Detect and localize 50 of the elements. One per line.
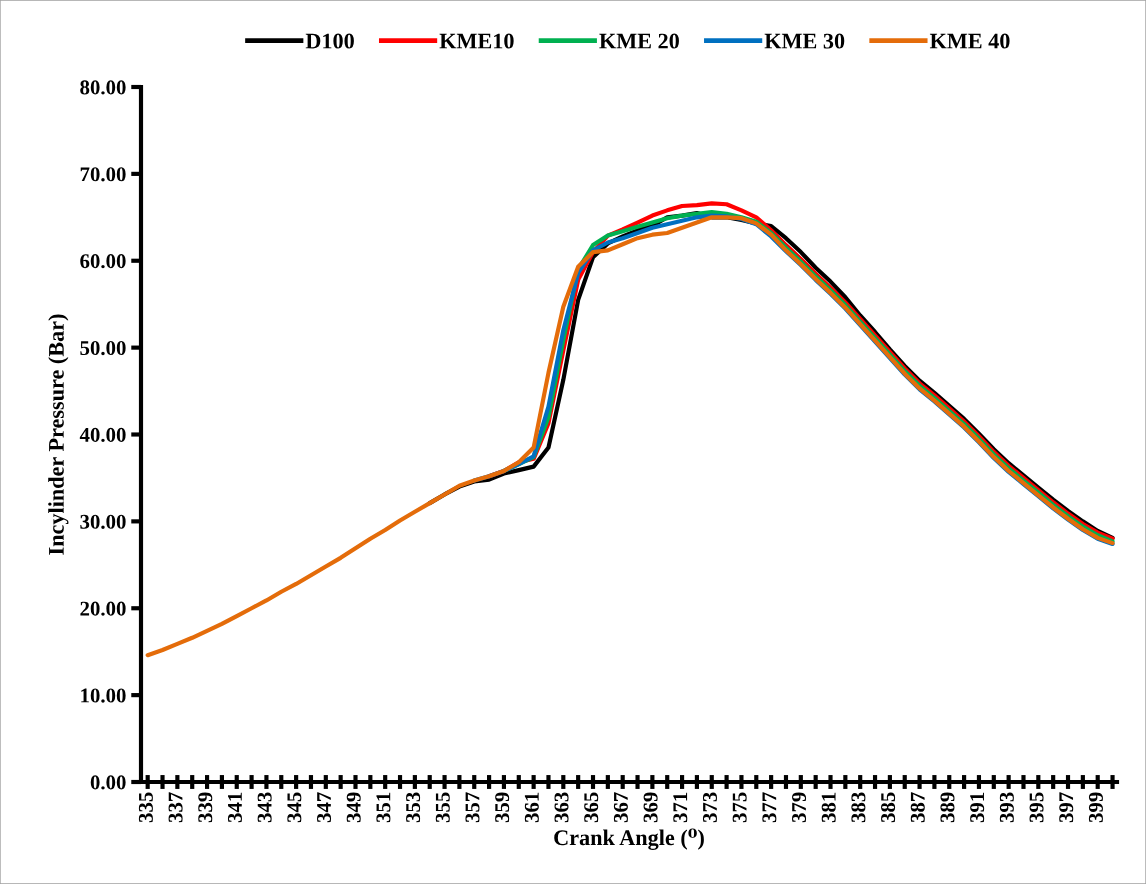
x-tick-label: 397 bbox=[1059, 792, 1074, 823]
x-tick-label: 349 bbox=[346, 792, 361, 823]
x-tick-label: 379 bbox=[792, 792, 807, 823]
x-tick-label: 399 bbox=[1088, 792, 1103, 823]
x-tick-label: 381 bbox=[821, 792, 836, 823]
x-tick-label: 339 bbox=[198, 792, 213, 823]
y-tick-label: 30.00 bbox=[80, 514, 126, 529]
x-tick-label: 371 bbox=[673, 792, 688, 823]
y-tick-label: 0.00 bbox=[90, 775, 126, 790]
legend-label: KME 40 bbox=[929, 33, 1010, 49]
x-tick-label: 373 bbox=[702, 792, 717, 823]
x-tick-label: 335 bbox=[138, 792, 153, 823]
y-tick-label: 10.00 bbox=[81, 688, 126, 703]
x-tick-label: 359 bbox=[495, 792, 510, 823]
x-tick-label: 355 bbox=[435, 792, 450, 823]
x-tick-label: 345 bbox=[287, 792, 302, 823]
x-tick-label: 361 bbox=[524, 792, 539, 823]
x-tick-label: 377 bbox=[762, 792, 777, 823]
x-tick-label: 385 bbox=[881, 792, 896, 823]
x-tick-label: 387 bbox=[910, 792, 925, 823]
y-tick-label: 20.00 bbox=[80, 601, 126, 616]
y-tick-label: 40.00 bbox=[79, 427, 126, 443]
x-tick-label: 367 bbox=[613, 792, 628, 823]
y-tick-label: 80.00 bbox=[80, 80, 126, 95]
x-tick-label: 363 bbox=[554, 792, 569, 823]
x-tick-label: 353 bbox=[406, 792, 421, 823]
x-tick-label: 365 bbox=[584, 792, 599, 823]
x-tick-label: 369 bbox=[643, 792, 658, 823]
legend-label: KME 20 bbox=[599, 33, 679, 49]
legend-label: KME 30 bbox=[764, 33, 845, 49]
x-tick-label: 337 bbox=[168, 792, 183, 823]
line-series bbox=[145, 215, 1115, 658]
x-tick-label: 357 bbox=[465, 792, 480, 823]
legend-label: D100 bbox=[305, 33, 354, 49]
x-tick-label: 395 bbox=[1029, 792, 1044, 823]
y-tick-label: 50.00 bbox=[80, 341, 126, 356]
x-axis-title: Crank Angle (⁰) bbox=[554, 828, 704, 850]
legend-label: KME10 bbox=[439, 33, 514, 49]
x-tick-label: 375 bbox=[732, 792, 747, 823]
x-tick-label: 343 bbox=[257, 792, 272, 823]
x-tick-label: 383 bbox=[851, 792, 866, 823]
y-axis-title: Incylinder Pressure (Bar) bbox=[48, 314, 69, 555]
y-tick-label: 70.00 bbox=[80, 167, 126, 182]
x-tick-label: 347 bbox=[317, 792, 332, 823]
x-tick-label: 341 bbox=[227, 792, 242, 823]
x-tick-label: 393 bbox=[999, 792, 1014, 823]
y-tick-label: 60.00 bbox=[80, 254, 126, 269]
x-tick-label: 389 bbox=[940, 792, 955, 823]
x-tick-label: 351 bbox=[376, 792, 391, 823]
x-tick-label: 391 bbox=[970, 792, 985, 823]
